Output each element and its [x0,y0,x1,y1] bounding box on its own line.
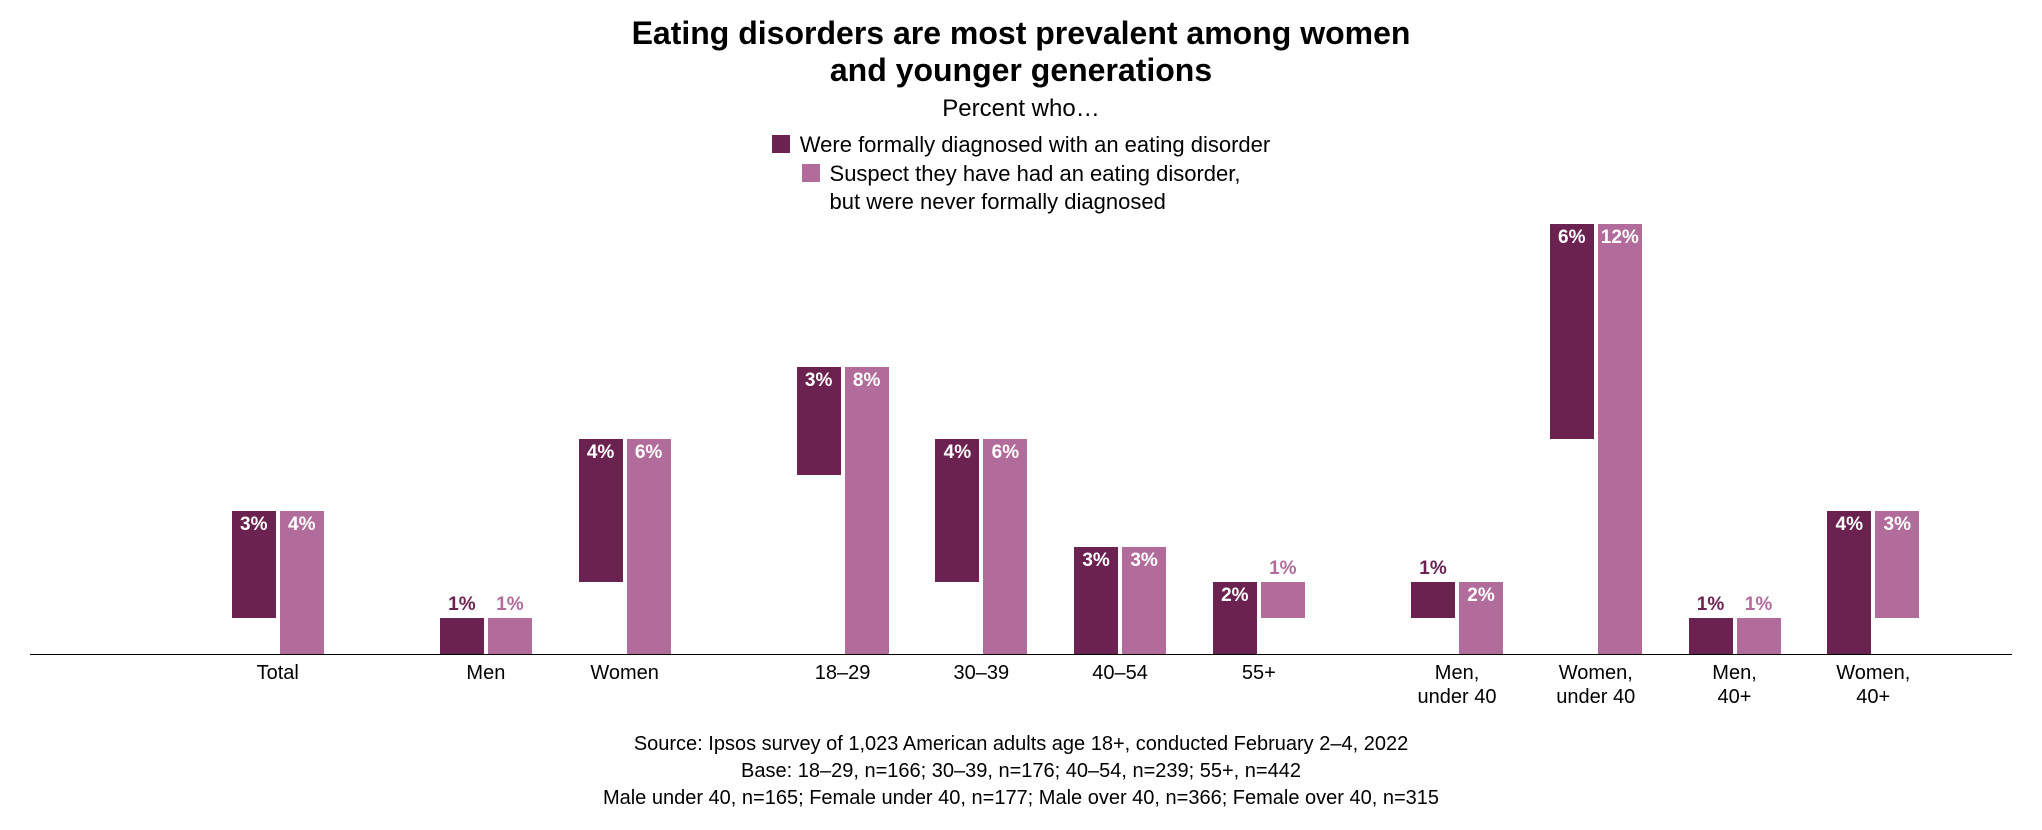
bar-a: 4% [935,439,979,582]
bar-a: 4% [579,439,623,582]
bar-b: 8% [845,367,889,654]
bar-b: 12% [1598,224,1642,654]
x-axis-label: Women, 40+ [1836,661,1910,709]
bar-a: 1% [440,618,484,654]
bar-group: 4%3% [1827,511,1919,654]
bar-b: 1% [1737,618,1781,654]
chart-area: 3%4%1%1%4%6%3%8%4%6%3%3%2%1%1%2%6%12%1%1… [30,225,2012,715]
bar-group: 4%6% [935,439,1027,654]
bar-group: 3%4% [232,511,324,654]
bar-a: 3% [797,367,841,475]
chart-footer: Source: Ipsos survey of 1,023 American a… [30,731,2012,812]
legend-swatch-a [772,135,790,153]
bar-group: 3%3% [1074,547,1166,655]
bar-group: 1%1% [1689,618,1781,654]
bar-b: 6% [627,439,671,654]
bar-group: 3%8% [797,367,889,654]
bar-value-label: 6% [1550,227,1594,249]
bar-b: 4% [280,511,324,654]
x-axis-label: 55+ [1242,661,1276,685]
bar-value-label: 1% [1261,558,1305,580]
x-axis-label: 18–29 [815,661,871,685]
bar-value-label: 3% [797,370,841,392]
bar-value-label: 3% [1875,514,1919,536]
legend-label-b: Suspect they have had an eating disorder… [830,160,1241,215]
bar-value-label: 3% [232,514,276,536]
bar-value-label: 4% [579,442,623,464]
bar-group: 1%1% [440,618,532,654]
legend: Were formally diagnosed with an eating d… [30,131,2012,216]
bar-a: 1% [1689,618,1733,654]
bar-a: 2% [1213,582,1257,654]
bar-value-label: 2% [1213,585,1257,607]
bar-value-label: 4% [280,514,324,536]
bar-value-label: 2% [1459,585,1503,607]
legend-label-a: Were formally diagnosed with an eating d… [800,131,1270,159]
x-axis-label: Total [257,661,299,685]
bar-value-label: 8% [845,370,889,392]
x-axis-labels: Total Men Women 18–29 30–39 40–54 55+ Men, unde… [30,655,2012,715]
bar-a: 3% [232,511,276,619]
footer-line: Male under 40, n=165; Female under 40, n… [30,785,2012,812]
bar-value-label: 1% [1737,594,1781,616]
bar-value-label: 1% [440,594,484,616]
x-axis-label: Men, 40+ [1712,661,1756,709]
x-axis-label: Men [466,661,505,685]
x-axis-label: Women, under 40 [1556,661,1635,709]
legend-swatch-b [802,164,820,182]
bar-value-label: 3% [1122,550,1166,572]
bar-value-label: 1% [1411,558,1455,580]
chart-subtitle: Percent who… [30,95,2012,123]
bar-value-label: 12% [1598,227,1642,249]
bar-value-label: 6% [627,442,671,464]
bar-group: 4%6% [579,439,671,654]
x-axis-label: Women [590,661,659,685]
bar-b: 1% [1261,582,1305,618]
bar-a: 3% [1074,547,1118,655]
bar-b: 2% [1459,582,1503,654]
bar-b: 6% [983,439,1027,654]
footer-line: Base: 18–29, n=166; 30–39, n=176; 40–54,… [30,758,2012,785]
x-axis-label: 30–39 [954,661,1010,685]
bar-a: 1% [1411,582,1455,618]
footer-line: Source: Ipsos survey of 1,023 American a… [30,731,2012,758]
bar-value-label: 1% [1689,594,1733,616]
legend-item: Were formally diagnosed with an eating d… [772,131,1270,159]
bar-value-label: 4% [935,442,979,464]
bar-b: 1% [488,618,532,654]
bar-a: 4% [1827,511,1871,654]
bar-value-label: 4% [1827,514,1871,536]
bar-group: 1%2% [1411,582,1503,654]
bar-value-label: 6% [983,442,1027,464]
legend-item: Suspect they have had an eating disorder… [802,160,1241,215]
x-axis-label: 40–54 [1092,661,1148,685]
plot-area: 3%4%1%1%4%6%3%8%4%6%3%3%2%1%1%2%6%12%1%1… [30,225,2012,655]
bar-a: 6% [1550,224,1594,439]
x-axis-label: Men, under 40 [1418,661,1497,709]
bar-b: 3% [1122,547,1166,655]
bar-b: 3% [1875,511,1919,619]
bar-value-label: 1% [488,594,532,616]
bar-group: 6%12% [1550,224,1642,654]
chart-title: Eating disorders are most prevalent amon… [30,15,2012,89]
bar-group: 2%1% [1213,582,1305,654]
bar-value-label: 3% [1074,550,1118,572]
